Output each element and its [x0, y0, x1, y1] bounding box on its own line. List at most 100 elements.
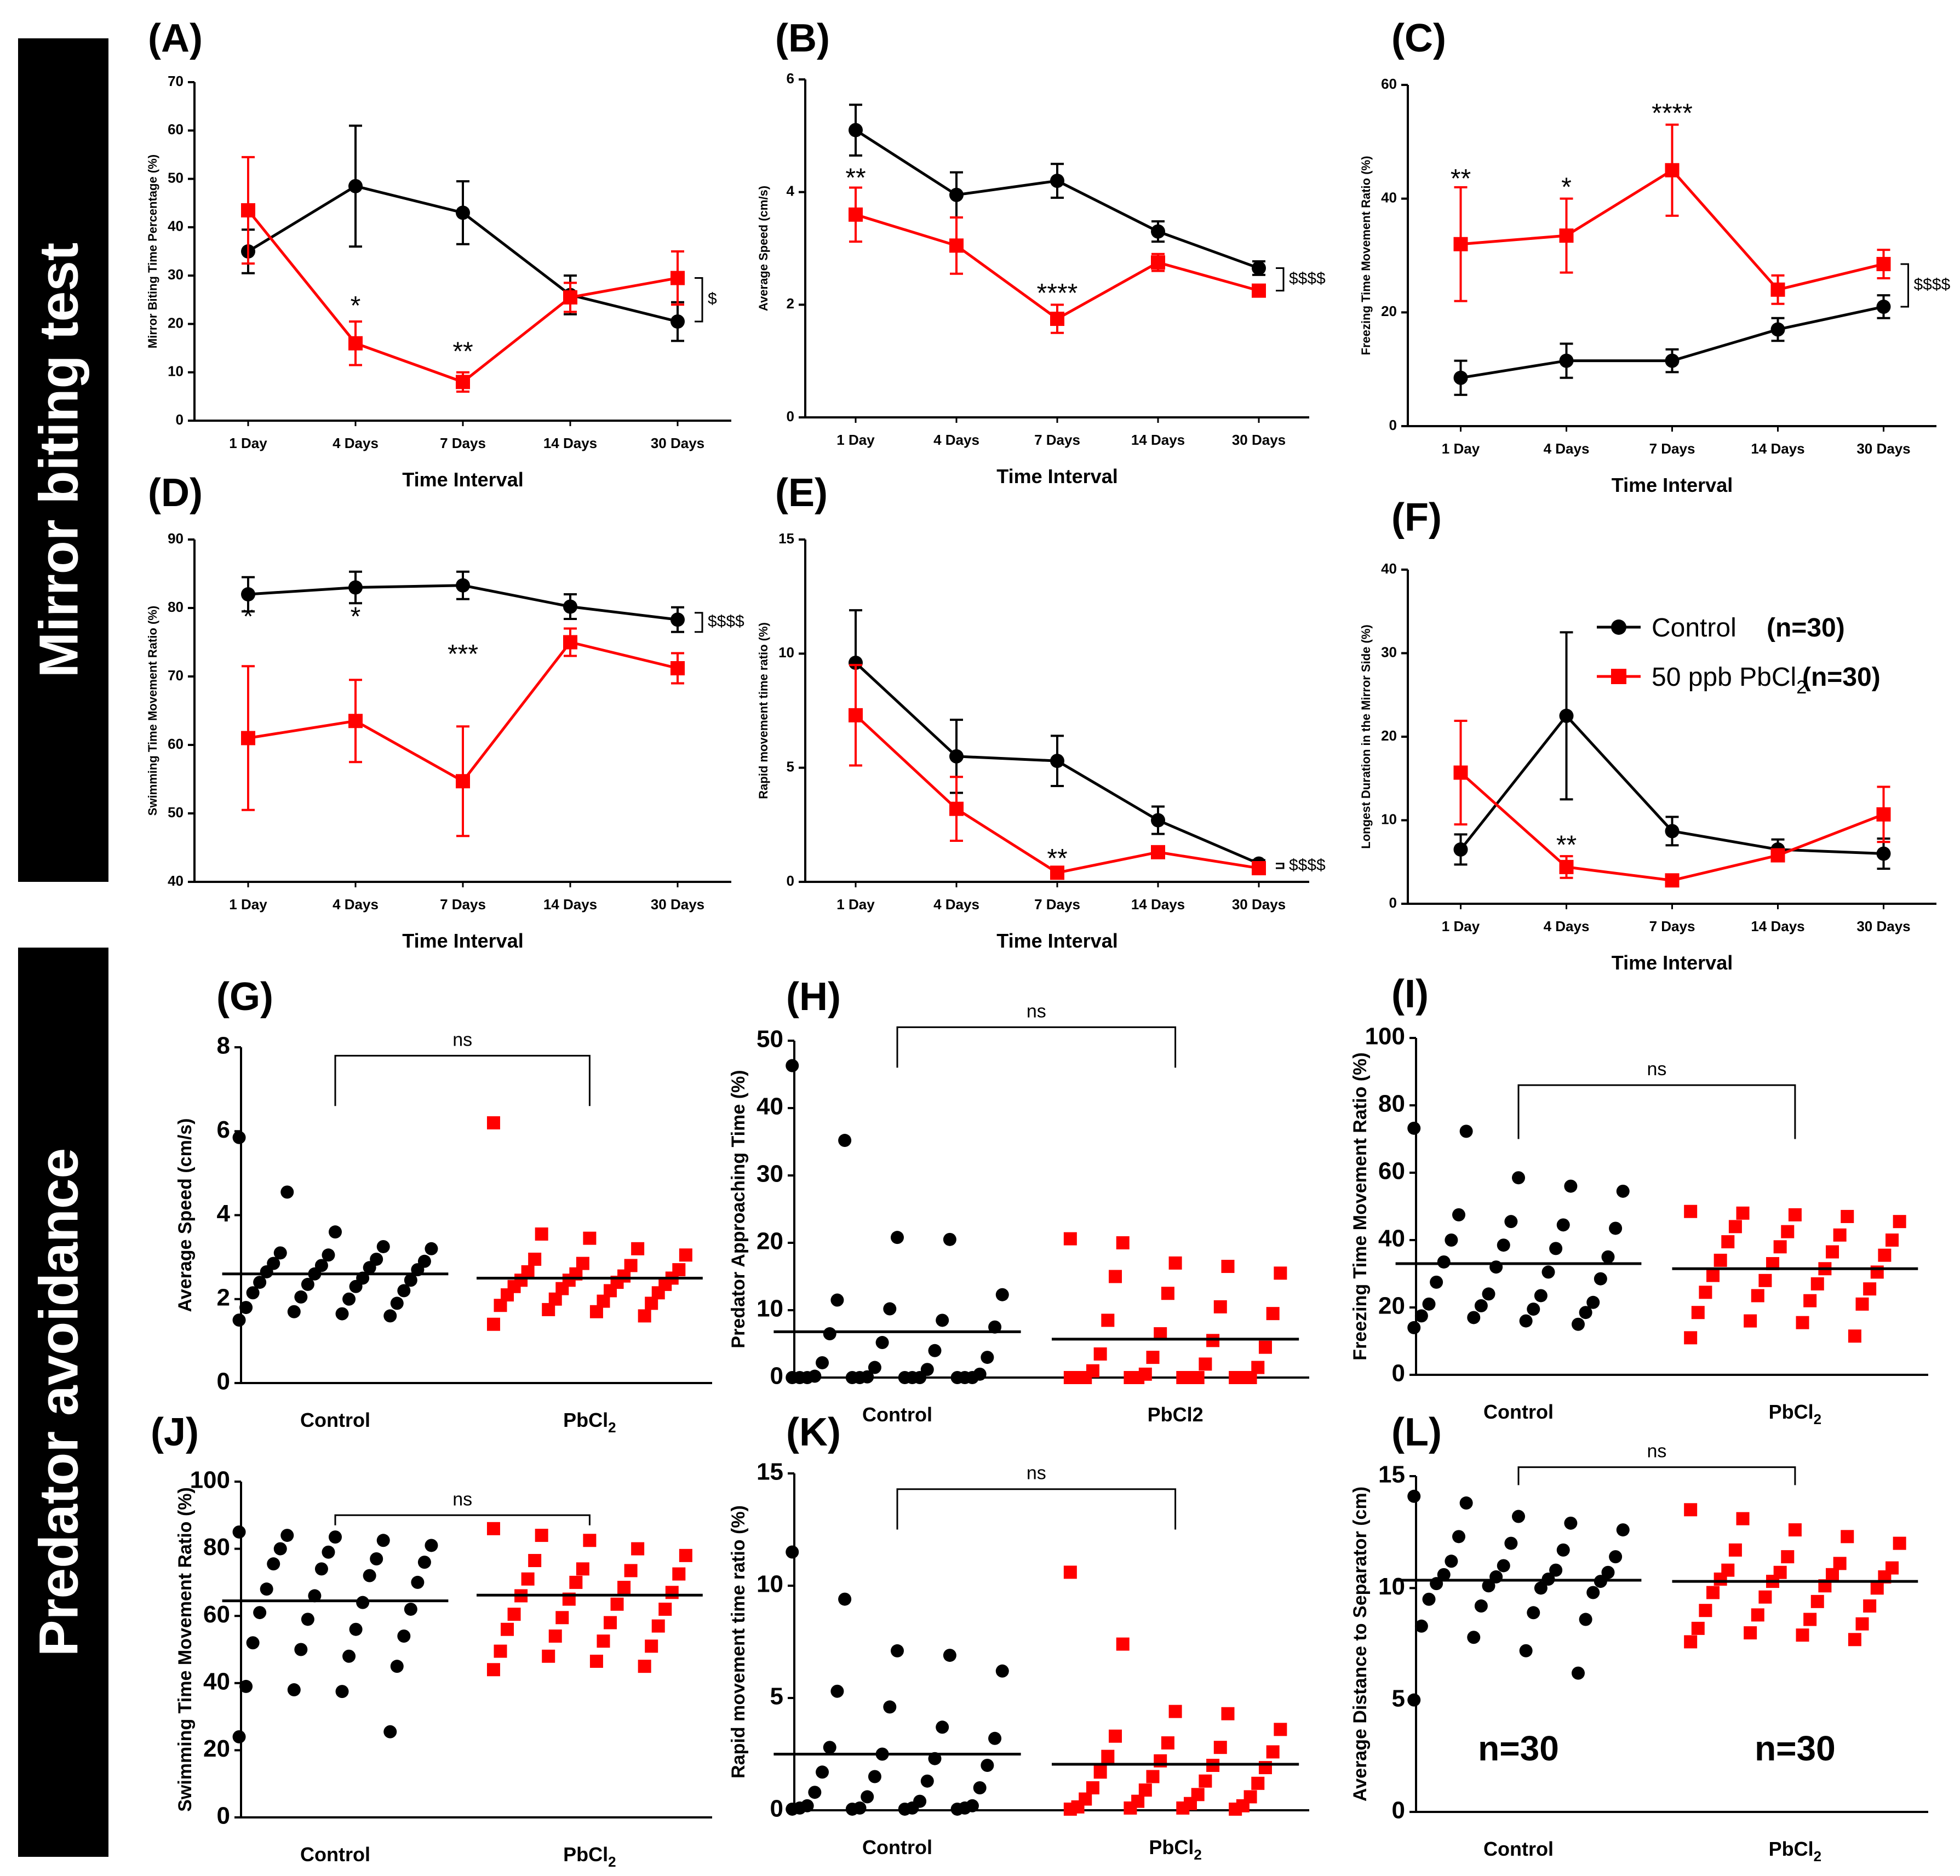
section-title-mirror: Mirror biting test: [28, 243, 89, 678]
data-point: [348, 179, 363, 193]
data-point: [651, 1619, 665, 1633]
data-point: [1549, 1242, 1563, 1255]
data-point: [1151, 224, 1165, 239]
x-tick-text: PbCl: [1769, 1838, 1814, 1860]
data-point: [1564, 1179, 1578, 1193]
y-axis-label: Swimming Time Movement Ratio (%): [175, 1487, 196, 1812]
data-point: [390, 1660, 404, 1673]
data-point: [342, 1649, 356, 1663]
y-tick-label: 15: [1378, 1461, 1405, 1488]
x-tick-label: 14 Days: [1751, 440, 1804, 457]
data-point: [1893, 1215, 1906, 1229]
data-point: [1063, 1802, 1077, 1816]
data-point: [267, 1557, 280, 1571]
legend-treatment-label: 50 ppb PbCl2: [1652, 663, 1807, 698]
x-tick-label: 7 Days: [440, 435, 486, 451]
data-point: [486, 1317, 500, 1331]
data-point: [1586, 1586, 1600, 1599]
data-point: [936, 1313, 949, 1327]
data-point: [672, 1567, 686, 1581]
data-point: [1728, 1543, 1742, 1557]
data-point: [486, 1116, 500, 1129]
y-tick-label: 30: [168, 266, 184, 283]
data-point: [246, 1286, 260, 1300]
y-tick-label: 0: [217, 1368, 230, 1395]
data-point: [253, 1606, 267, 1620]
data-point: [1221, 1260, 1235, 1273]
data-point: [849, 207, 863, 222]
data-point: [535, 1529, 548, 1542]
legend-treatment-n: (n=30): [1802, 663, 1881, 692]
data-point: [1744, 1626, 1757, 1640]
data-point: [1274, 1266, 1287, 1280]
data-point: [1050, 865, 1064, 880]
y-tick-label: 2: [787, 295, 794, 312]
data-point: [576, 1562, 589, 1576]
x-tick-text: PbCl: [563, 1843, 608, 1866]
data-point: [1876, 846, 1891, 861]
y-tick-label: 60: [203, 1601, 230, 1628]
data-point: [1758, 1590, 1772, 1604]
data-point: [1199, 1774, 1212, 1788]
data-point: [555, 1611, 569, 1625]
data-point: [995, 1664, 1009, 1678]
data-point: [631, 1542, 645, 1556]
data-point: [1684, 1204, 1698, 1218]
series-control: [241, 570, 685, 633]
data-point: [1788, 1208, 1802, 1221]
y-tick-label: 0: [1392, 1797, 1405, 1824]
x-tick-label: 1 Day: [836, 432, 875, 448]
x-tick-label: 30 Days: [1232, 896, 1286, 913]
data-point: [898, 1371, 912, 1384]
data-point: [1407, 1489, 1421, 1503]
x-tick-subscript: 2: [608, 1854, 616, 1870]
significance-stars: *: [351, 602, 361, 631]
y-tick-label: 40: [1381, 560, 1397, 577]
data-point: [1452, 1208, 1466, 1221]
data-point: [849, 708, 863, 722]
y-tick-label: 40: [203, 1668, 230, 1695]
data-point: [1876, 257, 1891, 272]
data-point: [246, 1636, 260, 1650]
data-point: [1781, 1225, 1795, 1238]
data-point: [1855, 1297, 1869, 1311]
data-point: [1050, 174, 1064, 188]
y-tick-label: 0: [1392, 1360, 1405, 1387]
data-point: [1559, 228, 1574, 243]
panel-letter: (A): [148, 16, 203, 60]
y-tick-label: 20: [1381, 727, 1397, 744]
data-point: [1199, 1357, 1212, 1371]
data-point: [1093, 1765, 1107, 1779]
data-point: [1699, 1604, 1712, 1617]
data-point: [1826, 1568, 1839, 1581]
y-tick-label: 0: [176, 411, 184, 428]
x-tick-label: 14 Days: [1131, 432, 1185, 448]
x-axis-label: Time Interval: [996, 930, 1117, 952]
data-point: [1863, 1282, 1877, 1296]
data-point: [1559, 859, 1574, 874]
data-point: [1870, 1581, 1884, 1595]
y-tick-label: 40: [168, 218, 184, 234]
data-point: [253, 1276, 267, 1289]
data-point: [670, 314, 685, 329]
bracket: [695, 277, 703, 323]
data-point: [425, 1242, 438, 1255]
data-point: [1571, 1666, 1585, 1680]
data-point: [830, 1293, 844, 1307]
data-point: [1810, 1277, 1824, 1290]
group-control: [1395, 1121, 1642, 1334]
data-point: [1252, 861, 1266, 875]
data-point: [838, 1592, 852, 1606]
data-point: [456, 578, 470, 593]
data-point: [1437, 1568, 1451, 1581]
y-tick-label: 60: [168, 121, 184, 137]
data-point: [1453, 370, 1468, 385]
x-tick-label: 30 Days: [651, 435, 704, 451]
y-tick-label: 10: [757, 1295, 783, 1322]
data-point: [988, 1731, 1002, 1745]
y-axis-label: Rapid movement time ratio (%): [757, 622, 770, 799]
data-point: [1736, 1512, 1750, 1525]
data-point: [1788, 1523, 1802, 1537]
data-point: [383, 1309, 397, 1323]
